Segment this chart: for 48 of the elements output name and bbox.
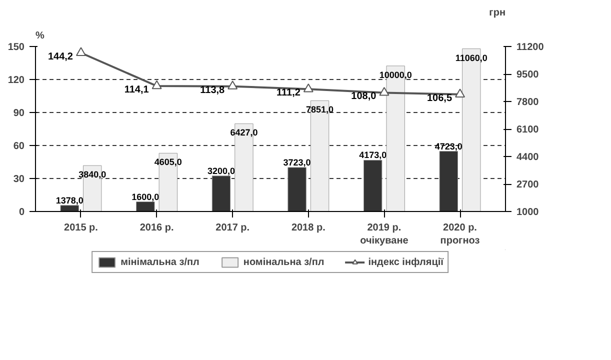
y2-tick-label: 9500 <box>516 70 540 80</box>
legend-label: індекс інфляції <box>368 256 444 268</box>
data-label: 10000,0 <box>379 70 412 80</box>
data-label: 114,1 <box>124 84 150 96</box>
y-tick-label: 90 <box>13 108 25 119</box>
y-tick-label: 60 <box>13 141 25 152</box>
y-tick-label: 120 <box>8 75 25 86</box>
x-tick-label: 2020 р. прогноз <box>440 222 480 247</box>
data-label: 144,2 <box>48 51 74 62</box>
data-label: 4605,0 <box>154 157 182 168</box>
x-tick-label: 2017 р. <box>216 222 250 234</box>
point <box>303 83 314 92</box>
data-label: 6427,0 <box>230 128 258 138</box>
y2-tick-label: 11200 <box>516 42 544 53</box>
data-label: 113,8 <box>200 84 226 96</box>
point <box>228 80 238 90</box>
y-tick-label: 30 <box>13 174 25 185</box>
point <box>455 88 466 98</box>
x-tick-label: 2018 р. <box>291 222 326 234</box>
y2-axis-title: грн <box>489 8 506 18</box>
y-tick-label: 150 <box>8 42 25 53</box>
data-label: 1378,0 <box>56 195 84 206</box>
point <box>152 80 162 90</box>
y2-tick-label: 4400 <box>516 152 540 163</box>
y-tick-label: 0 <box>18 207 25 218</box>
data-label: 4173,0 <box>359 150 387 160</box>
data-label: 111,2 <box>276 88 301 99</box>
x-tick-label: 2015 р. <box>64 222 98 234</box>
data-label: 4723,0 <box>434 141 462 152</box>
data-label: 7851,0 <box>306 104 334 115</box>
data-label: 3200,0 <box>207 166 235 176</box>
x-tick-label: 2016 р. <box>140 222 174 234</box>
data-label: 106,5 <box>426 92 452 104</box>
y2-tick-label: 2700 <box>516 180 540 190</box>
y2-tick-label: 1000 <box>516 207 540 218</box>
y2-tick-label: 7800 <box>516 97 540 108</box>
legend-label: мінімальна з/пл <box>120 256 200 268</box>
data-label: 108,0 <box>351 91 377 102</box>
data-label: 3723,0 <box>283 157 311 168</box>
x-tick-label: 2019 р. очікуване <box>360 222 409 247</box>
point <box>379 87 390 96</box>
data-label: 11060,0 <box>455 52 488 63</box>
y2-tick-label: 6100 <box>516 124 540 136</box>
data-label: 1600,0 <box>132 192 160 202</box>
data-label: 3840,0 <box>78 170 106 180</box>
legend-label: номінальна з/пл <box>243 256 324 268</box>
point <box>76 47 86 56</box>
y-axis-title: % <box>36 30 44 42</box>
